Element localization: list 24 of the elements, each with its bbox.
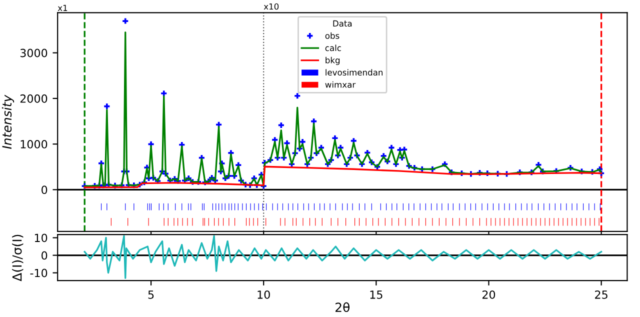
y-axis-title: Δ(I)/σ(I) — [12, 234, 24, 282]
y-tick-label: 1000 — [20, 140, 48, 148]
legend-label: bkg — [326, 56, 340, 65]
legend-label: levosimendan — [326, 69, 383, 76]
legend-title: Data — [333, 20, 352, 27]
y-tick-label: 3000 — [20, 48, 48, 58]
y-tick-label: 10 — [34, 234, 48, 242]
y-tick-label: -10 — [30, 268, 48, 278]
text: x1 — [58, 4, 68, 11]
legend-label: calc — [325, 44, 341, 52]
x-axis-title: 2θ — [336, 302, 350, 312]
x-tick-label: 25 — [595, 290, 608, 299]
line-series — [84, 235, 602, 279]
legend-label: wimxar — [325, 81, 356, 88]
y-tick-label: 0 — [42, 251, 48, 260]
y-tick-label: 0 — [42, 186, 48, 194]
x-tick-label: 15 — [370, 290, 382, 299]
legend-label: obs — [325, 32, 340, 39]
x-tick-label: 5 — [148, 290, 154, 299]
annotation: x10 — [264, 3, 279, 10]
x-tick-label: 10 — [258, 290, 270, 299]
y-tick-label: 2000 — [20, 94, 48, 103]
y-axis-title: Intensity — [2, 94, 14, 149]
x-tick-label: 20 — [482, 290, 496, 299]
